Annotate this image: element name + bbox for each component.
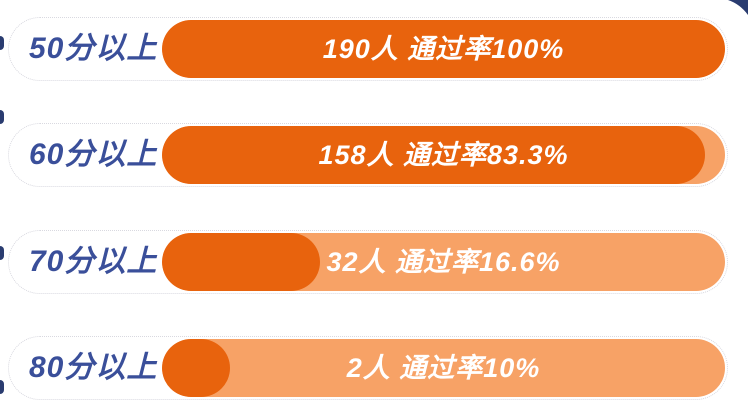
bar-fill <box>162 126 706 184</box>
left-edge-decoration <box>0 246 4 260</box>
left-edge-decoration <box>0 380 4 394</box>
bar-track: 190人 通过率100% <box>162 20 725 78</box>
score-threshold-label: 70分以上 <box>29 245 158 278</box>
bar-fill <box>162 233 320 291</box>
bar-track: 158人 通过率83.3% <box>162 126 725 184</box>
bar-value-label: 32人 通过率16.6% <box>326 247 561 277</box>
score-row-70: 70分以上 32人 通过率16.6% <box>8 230 728 294</box>
left-edge-decoration <box>0 36 4 50</box>
score-row-50: 50分以上 190人 通过率100% <box>8 17 728 81</box>
bar-fill <box>162 339 230 397</box>
left-edge-decoration <box>0 110 4 124</box>
bar-value-label: 190人 通过率100% <box>322 34 565 64</box>
bar-fill <box>162 20 725 78</box>
bar-track: 2人 通过率10% <box>162 339 725 397</box>
corner-decoration-icon <box>728 0 748 15</box>
bar-value-label: 2人 通过率10% <box>346 353 541 383</box>
score-threshold-label: 50分以上 <box>29 32 158 65</box>
score-threshold-label: 80分以上 <box>29 351 158 384</box>
score-row-60: 60分以上 158人 通过率83.3% <box>8 123 728 187</box>
score-row-80: 80分以上 2人 通过率10% <box>8 336 728 400</box>
bar-value-label: 158人 通过率83.3% <box>318 140 569 170</box>
score-threshold-label: 60分以上 <box>29 138 158 171</box>
bar-track: 32人 通过率16.6% <box>162 233 725 291</box>
